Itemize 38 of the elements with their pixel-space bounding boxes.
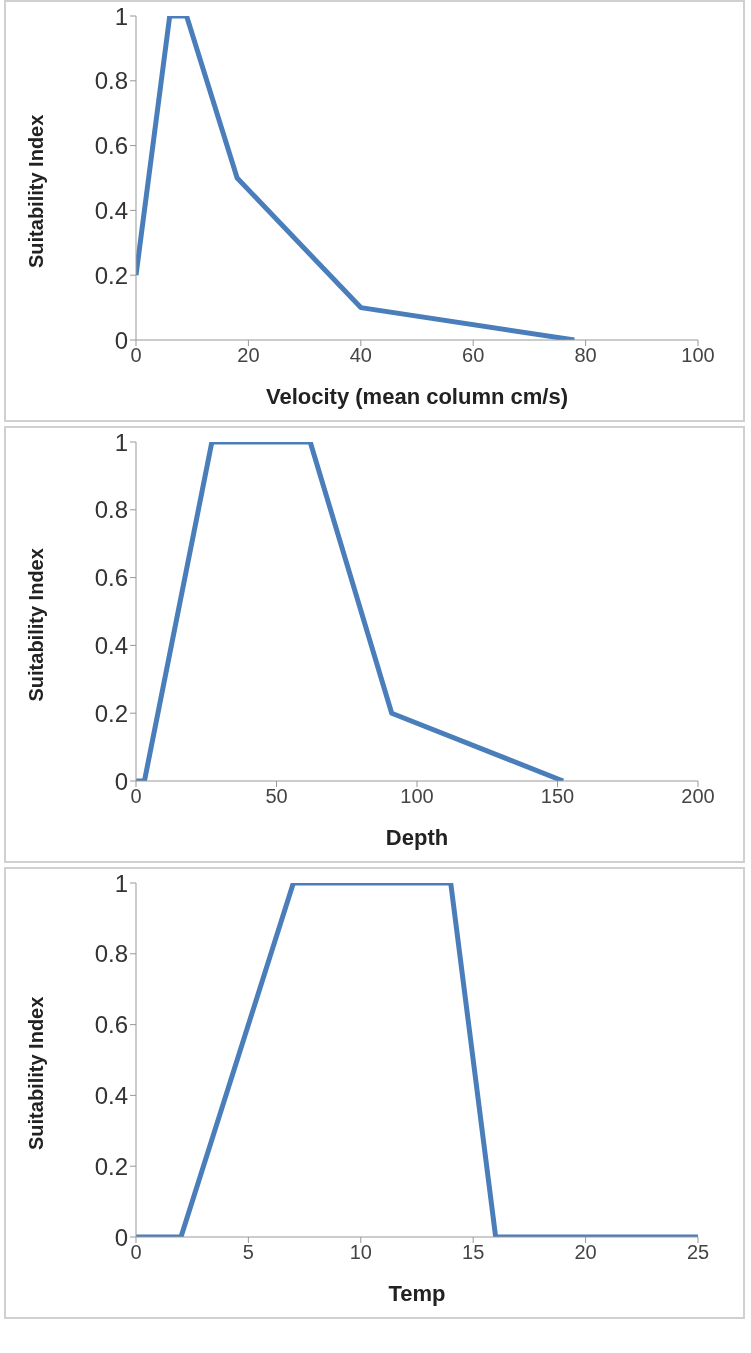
y-tick-label: 0.4	[94, 631, 128, 659]
y-axis-title: Suitability Index	[25, 114, 48, 268]
y-tick-label: 1	[114, 2, 128, 30]
y-tick-label: 0.8	[94, 67, 128, 95]
x-tick-label: 10	[349, 1241, 372, 1264]
x-tick-label: 100	[400, 785, 434, 808]
y-tick-label: 1	[114, 869, 128, 897]
y-axis-title: Suitability Index	[25, 548, 48, 702]
x-tick-label: 5	[242, 1241, 254, 1264]
x-tick-label: 15	[462, 1241, 485, 1264]
x-tick-label: 100	[681, 344, 715, 367]
y-tick-label: 0.8	[94, 496, 128, 524]
y-tick-label: 0.2	[94, 699, 128, 727]
y-tick-label: 0.2	[94, 261, 128, 289]
x-tick-label: 0	[130, 344, 142, 367]
x-tick-label: 0	[130, 1241, 142, 1264]
y-tick-label: 0.8	[94, 940, 128, 968]
x-tick-label: 20	[574, 1241, 597, 1264]
x-axis-title: Depth	[385, 825, 449, 850]
y-axis-title: Suitability Index	[25, 996, 48, 1150]
x-tick-label: 60	[462, 344, 485, 367]
x-tick-label: 25	[686, 1241, 710, 1264]
x-tick-label: 80	[574, 344, 597, 367]
x-tick-label: 0	[130, 785, 142, 808]
x-tick-label: 20	[237, 344, 260, 367]
y-tick-label: 1	[114, 428, 128, 456]
y-tick-label: 0.4	[94, 196, 128, 224]
y-tick-label: 0.6	[94, 564, 128, 592]
x-tick-label: 150	[540, 785, 575, 808]
x-axis-title: Velocity (mean column cm/s)	[266, 384, 568, 409]
x-tick-label: 40	[349, 344, 372, 367]
x-axis-title: Temp	[388, 1281, 446, 1306]
y-tick-label: 0.2	[94, 1152, 128, 1180]
x-tick-label: 200	[681, 785, 715, 808]
y-tick-label: 0.6	[94, 1011, 128, 1039]
x-tick-label: 50	[265, 785, 288, 808]
y-tick-label: 0.4	[94, 1081, 128, 1109]
y-tick-label: 0.6	[94, 132, 128, 160]
